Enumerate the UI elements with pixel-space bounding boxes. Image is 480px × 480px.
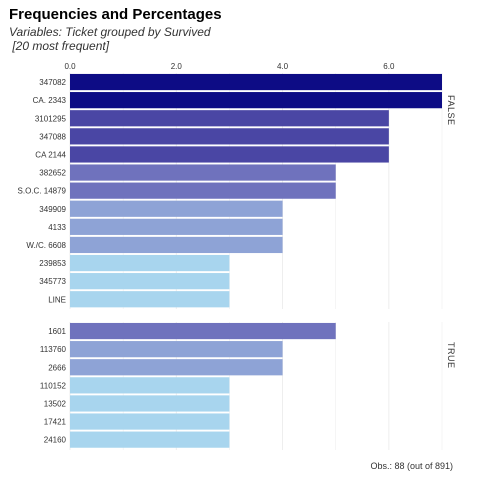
bar: [70, 291, 230, 308]
bar: [70, 273, 230, 290]
facet-strip-label: FALSE: [446, 95, 456, 126]
bar: [70, 254, 230, 272]
facet-strip-label: TRUE: [446, 342, 456, 369]
bar: [70, 128, 389, 145]
bar: [70, 182, 336, 199]
bar: [70, 413, 230, 430]
chart-subtitle: Variables: Ticket grouped by Survived: [9, 25, 211, 39]
bar: [70, 146, 389, 163]
x-tick-label: 6.0: [383, 62, 395, 71]
bar: [70, 431, 230, 448]
bar: [70, 110, 389, 127]
bar: [70, 164, 336, 181]
category-label: 2666: [48, 363, 66, 372]
category-label: 382652: [39, 169, 66, 178]
bar: [70, 322, 336, 340]
category-label: 1601: [48, 327, 66, 336]
bar: [70, 359, 283, 376]
footnote: Obs.: 88 (out of 891): [370, 461, 453, 471]
bar: [70, 395, 230, 412]
category-label: 113760: [40, 345, 67, 354]
chart-subtitle-line2: [20 most frequent]: [9, 39, 110, 53]
category-label: S.O.C. 14879: [18, 187, 67, 196]
category-label: 4133: [48, 223, 66, 232]
category-label: 13502: [44, 399, 67, 408]
chart-title: Frequencies and Percentages: [9, 6, 222, 23]
bar: [70, 236, 283, 254]
x-tick-label: 2.0: [171, 62, 183, 71]
category-label: 347088: [39, 132, 66, 141]
category-label: 17421: [44, 418, 67, 427]
category-label: 3101295: [35, 114, 67, 123]
category-label: 239853: [39, 259, 66, 268]
category-label: LINE: [48, 295, 66, 304]
bar: [70, 92, 442, 109]
bar: [70, 73, 442, 91]
category-label: 24160: [44, 436, 67, 445]
bar: [70, 218, 283, 235]
category-label: 110152: [40, 381, 67, 390]
category-label: 349909: [39, 205, 66, 214]
x-tick-label: 0.0: [64, 62, 76, 71]
bar: [70, 377, 230, 394]
category-label: W./C. 6608: [26, 241, 66, 250]
x-tick-label: 4.0: [277, 62, 289, 71]
category-label: 347082: [39, 78, 66, 87]
category-label: CA. 2343: [33, 96, 67, 105]
category-label: 345773: [39, 277, 66, 286]
bar: [70, 200, 283, 217]
bar: [70, 341, 283, 358]
category-label: CA 2144: [35, 150, 66, 159]
